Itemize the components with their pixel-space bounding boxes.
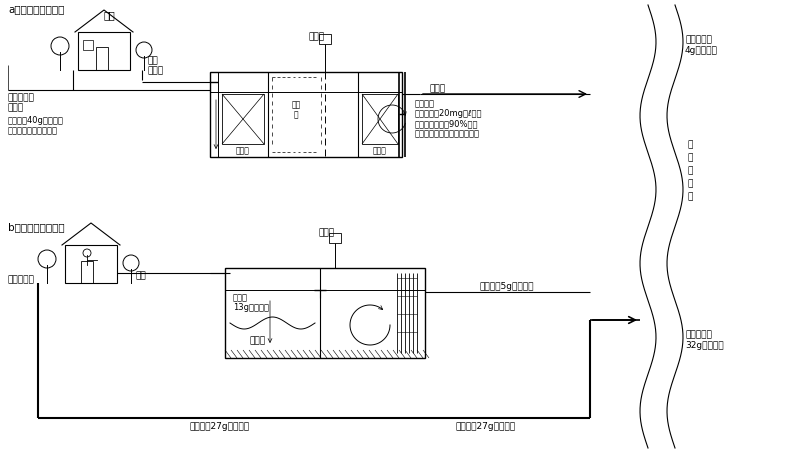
Text: 川: 川 (687, 166, 693, 175)
Text: 域: 域 (687, 192, 693, 201)
Text: 4g／人・日: 4g／人・日 (685, 46, 718, 55)
Text: 生活雑排水: 生活雑排水 (8, 93, 35, 102)
Text: ブロア: ブロア (309, 32, 325, 41)
Text: 共: 共 (687, 153, 693, 162)
Bar (96, 47, 108, 70)
Text: 流入管: 流入管 (148, 66, 164, 75)
Text: （注）: （注） (8, 103, 24, 112)
Text: し尿: し尿 (148, 56, 159, 65)
Text: 汚　泥: 汚 泥 (250, 336, 266, 345)
Text: ＢＯＤ　27g／人・日: ＢＯＤ 27g／人・日 (455, 422, 515, 431)
Bar (362, 94, 398, 144)
Text: ＢＯＤ: ＢＯＤ (233, 293, 248, 302)
Text: 接触
材: 接触 材 (292, 100, 300, 120)
Text: 水: 水 (687, 179, 693, 188)
Text: 家庭: 家庭 (103, 10, 115, 20)
Text: ＢＯＤ　5g／人・日: ＢＯＤ 5g／人・日 (480, 282, 534, 291)
Text: b　単独処理浄化槽: b 単独処理浄化槽 (8, 222, 65, 232)
Bar (329, 233, 341, 243)
Text: 32g／人・日: 32g／人・日 (685, 341, 723, 350)
Text: 放流ＢＯＤ: 放流ＢＯＤ (685, 330, 712, 339)
Bar (78, 32, 130, 70)
Bar (65, 245, 117, 283)
Bar (319, 34, 331, 44)
Text: ＢＯＤ　40g／人・日: ＢＯＤ 40g／人・日 (8, 116, 64, 125)
Text: ＢＯＤ除去率90%以上: ＢＯＤ除去率90%以上 (415, 119, 478, 128)
Text: ＢＯＤ　27g／人・日: ＢＯＤ 27g／人・日 (190, 422, 250, 431)
Bar (225, 268, 425, 358)
Text: 公: 公 (687, 140, 693, 149)
Text: 生物化学的酸素要求量: 生物化学的酸素要求量 (8, 126, 58, 135)
Bar (210, 72, 402, 157)
Text: 生活雑排水: 生活雑排水 (8, 275, 35, 284)
Text: し尿: し尿 (135, 271, 146, 280)
Text: 接触材: 接触材 (373, 146, 387, 155)
Text: ＢＯＤ　20mg／ℓ以下: ＢＯＤ 20mg／ℓ以下 (415, 109, 482, 118)
Bar (81, 261, 93, 283)
Text: 放流水質: 放流水質 (415, 99, 435, 108)
Text: 放流管: 放流管 (430, 84, 446, 93)
Text: 13g／人・日: 13g／人・日 (233, 303, 269, 312)
Bar (83, 40, 93, 50)
Text: a　合併処理浄化槽: a 合併処理浄化槽 (8, 4, 64, 14)
Text: （下水道の高級処理と同等）: （下水道の高級処理と同等） (415, 129, 480, 138)
Text: 接触材: 接触材 (236, 146, 250, 155)
Bar (222, 94, 264, 144)
Text: 放流ＢＯＤ: 放流ＢＯＤ (685, 35, 712, 44)
Text: ブロア: ブロア (319, 228, 335, 237)
